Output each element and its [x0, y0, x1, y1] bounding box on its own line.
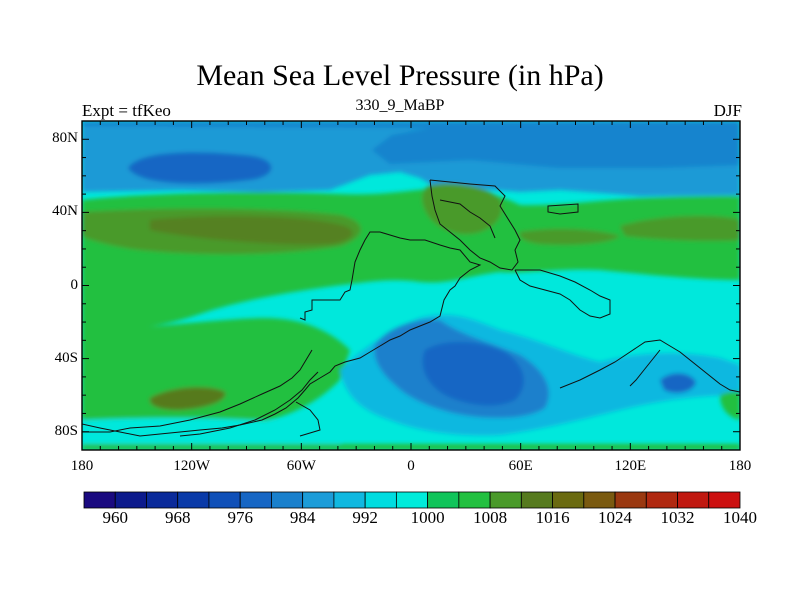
lat-tick-label: 80S	[54, 422, 78, 439]
pressure-field	[82, 121, 740, 450]
coastline-southeast	[559, 339, 740, 393]
coastline-ribs-3	[295, 401, 321, 437]
lon-tick-label: 0	[407, 458, 415, 474]
coastline-island	[547, 203, 579, 215]
colorbar-swatch	[458, 491, 491, 509]
colorbar-label: 1000	[410, 508, 445, 527]
colorbar-label: 968	[164, 508, 191, 527]
contour-sh-high-band	[82, 418, 340, 450]
contour-sh-high-west-core	[149, 387, 226, 410]
colorbar-label: 992	[352, 508, 378, 527]
colorbar-label: 1008	[473, 508, 508, 527]
contour-arctic-deep	[82, 121, 740, 168]
contour-east-high	[620, 216, 740, 241]
colorbar-swatch	[645, 491, 678, 509]
coastline-southeast-2	[629, 349, 661, 387]
contour-east-low	[660, 373, 696, 393]
experiment-label: Expt = tfKeo	[82, 101, 171, 120]
coastline-ribs-2	[179, 371, 319, 437]
period-label: 330_9_MaBP	[355, 97, 445, 114]
lat-tick-label: 0	[70, 276, 79, 293]
colorbar-swatch	[552, 491, 585, 509]
colorbar-swatch	[364, 491, 397, 509]
contour-pacific-low	[128, 152, 272, 184]
coastline-north-block	[429, 179, 521, 271]
coastline-east-arm	[514, 269, 611, 319]
colorbar-swatch	[271, 491, 304, 509]
colorbar-swatch	[395, 491, 429, 509]
map-ticks	[82, 121, 740, 450]
contour-nh-high-west-core	[150, 216, 353, 245]
coastline-north-inner	[439, 199, 496, 239]
contour-sh-high-west	[82, 317, 350, 428]
contour-atlantic-high	[519, 229, 620, 245]
colorbar-swatch	[520, 491, 553, 509]
lon-tick-label: 180	[70, 458, 94, 474]
plot-title: Mean Sea Level Pressure (in hPa)	[196, 59, 604, 92]
colorbar-swatch	[427, 491, 460, 509]
contour-asia-high	[422, 183, 502, 235]
lon-tick-label: 120W	[173, 458, 210, 474]
contour-east-edge-high	[720, 391, 740, 420]
colorbar-swatch	[177, 491, 210, 509]
coastline-ribs-1	[82, 349, 313, 433]
colorbar-swatch	[614, 491, 647, 509]
colorbar-swatch	[239, 491, 272, 509]
colorbar-label: 976	[227, 508, 253, 527]
colorbar-swatch	[489, 491, 522, 509]
colorbar-swatch	[302, 491, 335, 509]
lon-tick-label: 180	[728, 458, 752, 474]
colorbar-swatch	[333, 491, 366, 509]
colorbar-label: 1016	[535, 508, 570, 527]
colorbar-label: 1024	[598, 508, 633, 527]
coastline-west-continent	[82, 231, 482, 437]
colorbar-label: 1040	[723, 508, 757, 527]
colorbar-swatch	[83, 491, 116, 509]
colorbar-label: 960	[102, 508, 128, 527]
colorbar-swatch	[146, 491, 179, 509]
colorbar-label: 1032	[660, 508, 695, 527]
colorbar-swatch	[677, 491, 710, 509]
lon-tick-label: 60E	[508, 458, 533, 474]
season-label: DJF	[713, 101, 742, 120]
colorbar-swatch	[208, 491, 241, 509]
lat-tick-label: 80N	[52, 130, 78, 147]
lon-tick-label: 120E	[614, 458, 647, 474]
lat-tick-label: 40S	[54, 349, 78, 366]
contour-southern-low-deep	[422, 341, 524, 406]
colorbar-label: 984	[289, 508, 316, 527]
lon-tick-label: 60W	[286, 458, 316, 474]
colorbar	[83, 491, 741, 509]
colorbar-swatch	[114, 491, 147, 509]
colorbar-swatch	[708, 491, 741, 509]
colorbar-swatch	[583, 491, 616, 509]
lat-tick-label: 40N	[52, 203, 78, 220]
coastlines	[82, 179, 740, 437]
